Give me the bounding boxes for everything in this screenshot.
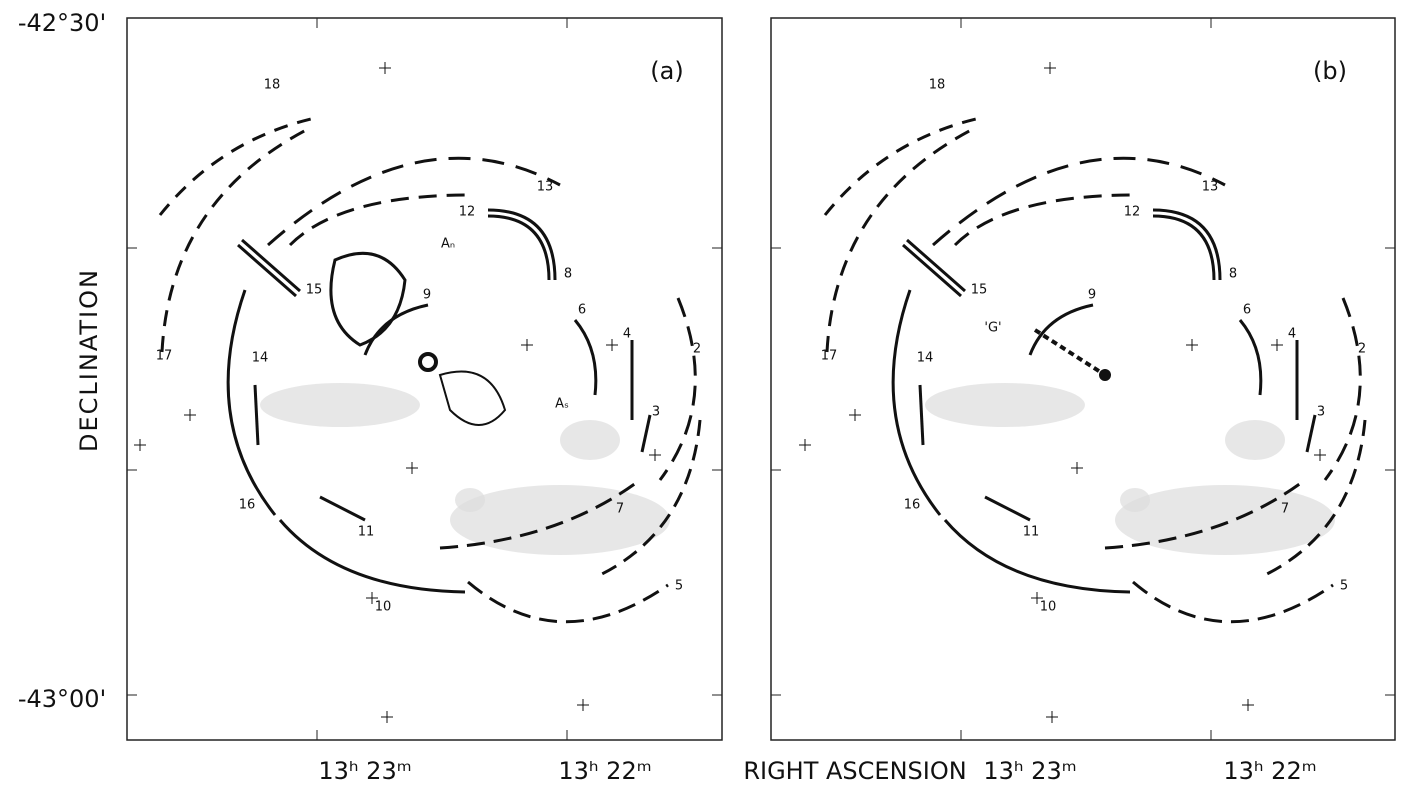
arc — [268, 158, 560, 245]
arc-label: 10 — [1040, 600, 1057, 615]
arc — [1153, 210, 1220, 280]
arc-label: 7 — [616, 502, 624, 517]
arc-label: 17 — [821, 349, 838, 364]
arc — [1307, 415, 1315, 452]
arc — [468, 582, 668, 622]
arc-label: 10 — [375, 600, 392, 615]
arc-label: 15 — [971, 283, 988, 298]
arc-label: 9 — [1088, 288, 1096, 303]
arc — [642, 415, 650, 452]
arc — [1153, 216, 1214, 280]
arc-label: 15 — [306, 283, 323, 298]
arc-label: 6 — [578, 303, 586, 318]
arc — [238, 245, 296, 296]
arc-label: 4 — [623, 327, 631, 342]
arc — [488, 216, 549, 280]
ra-label: 13ʰ 23ᵐ — [318, 757, 411, 785]
arc-label: 4 — [1288, 327, 1296, 342]
dec-title: DECLINATION — [75, 268, 103, 452]
arc-label: 7 — [1281, 502, 1289, 517]
figure: -42°30' -43°00' DECLINATION RIGHT ASCENS… — [0, 0, 1414, 792]
arc-label: 12 — [1124, 205, 1141, 220]
arc — [985, 497, 1030, 520]
feature-label: 'G' — [984, 321, 1001, 336]
ra-label: 13ʰ 22ᵐ — [558, 757, 651, 785]
arc-label: 3 — [652, 405, 660, 420]
arc-label: 5 — [1340, 579, 1348, 594]
arc — [488, 210, 555, 280]
arc-label: 13 — [1202, 180, 1219, 195]
diffuse-emission — [1120, 488, 1150, 512]
arc-label: 18 — [264, 78, 281, 93]
radio-lobe — [440, 372, 505, 425]
arc — [660, 298, 695, 480]
arc-label: 17 — [156, 349, 173, 364]
ra-label: 13ʰ 23ᵐ — [983, 757, 1076, 785]
dec-top-label: -42°30' — [18, 9, 106, 37]
ra-label: 13ʰ 22ᵐ — [1223, 757, 1316, 785]
diffuse-emission — [925, 383, 1085, 427]
arc — [1240, 320, 1261, 395]
dec-bottom-label: -43°00' — [18, 685, 106, 713]
diffuse-emission — [1225, 420, 1285, 460]
arc — [920, 385, 923, 445]
arc-label: 14 — [252, 351, 269, 366]
arc-label: 2 — [1358, 342, 1366, 357]
arc — [1133, 582, 1333, 622]
arc — [242, 240, 300, 291]
arc — [320, 497, 365, 520]
arc — [1325, 298, 1360, 480]
arc-label: 9 — [423, 288, 431, 303]
core — [420, 354, 436, 370]
arc-label: 12 — [459, 205, 476, 220]
jet — [1035, 330, 1105, 375]
diffuse-emission — [455, 488, 485, 512]
arc-label: 18 — [929, 78, 946, 93]
arc-label: 2 — [693, 342, 701, 357]
arc — [955, 195, 1135, 245]
arc — [160, 118, 315, 215]
ra-title: RIGHT ASCENSION — [743, 757, 966, 785]
arc — [255, 385, 258, 445]
arc — [933, 158, 1225, 245]
arc — [825, 118, 980, 215]
panel-label: (b) — [1313, 57, 1347, 85]
feature-label: Aₙ — [441, 237, 455, 252]
panel-b-frame — [771, 18, 1395, 740]
arc-label: 14 — [917, 351, 934, 366]
arc — [907, 240, 965, 291]
arc — [575, 320, 596, 395]
arc-label: 16 — [904, 498, 921, 513]
arc-label: 5 — [675, 579, 683, 594]
radio-lobe — [331, 253, 405, 345]
diffuse-emission — [560, 420, 620, 460]
arc-label: 16 — [239, 498, 256, 513]
diffuse-emission — [260, 383, 420, 427]
arc-label: 11 — [1023, 525, 1040, 540]
panel-label: (a) — [650, 57, 683, 85]
arc-label: 6 — [1243, 303, 1251, 318]
arc-label: 3 — [1317, 405, 1325, 420]
arc-label: 8 — [1229, 267, 1237, 282]
arc-label: 11 — [358, 525, 375, 540]
core — [1099, 369, 1111, 381]
arc-label: 13 — [537, 180, 554, 195]
arc — [903, 245, 961, 296]
arc-label: 8 — [564, 267, 572, 282]
feature-label: Aₛ — [555, 397, 569, 412]
